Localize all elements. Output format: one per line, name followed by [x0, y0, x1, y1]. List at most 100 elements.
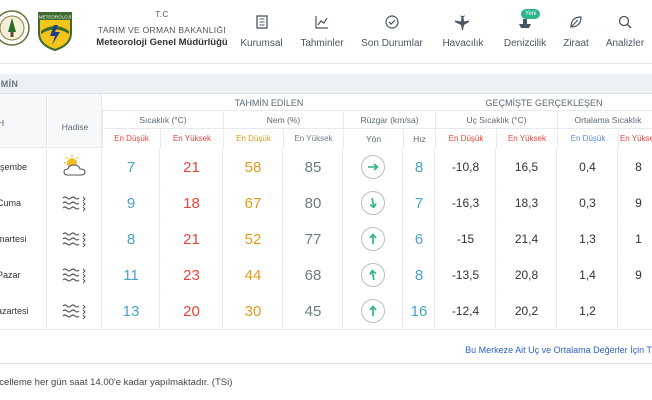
- cell-speed: 6: [404, 221, 435, 257]
- cell-speed: 7: [404, 185, 435, 221]
- mgm-logo[interactable]: METEOROLOJİ: [37, 11, 73, 51]
- day-name: Pazar: [0, 257, 47, 293]
- cell-tmax: 21: [161, 149, 223, 185]
- section-bar: HMİN: [0, 74, 652, 94]
- footer-note: ncelleme her gün saat 14.00'e kadar yapı…: [0, 377, 233, 388]
- value-amax: 8: [635, 160, 642, 174]
- cell-hmax: 85: [284, 149, 343, 185]
- nav-denizcilik[interactable]: Yeni Denizcilik: [495, 0, 555, 64]
- cell-tmax: 21: [161, 221, 223, 257]
- mgm-logo-text: METEOROLOJİ: [39, 14, 71, 20]
- wind-direction: [344, 185, 403, 221]
- brand-block[interactable]: T.C TARIM VE ORMAN BAKANLIĞI Meteoroloji…: [82, 10, 242, 48]
- cell-amin: 0,3: [558, 185, 618, 221]
- cell-hmin: 44: [224, 257, 283, 293]
- value-speed: 16: [410, 302, 428, 320]
- chart-icon: [315, 16, 328, 29]
- value-omax: 21,4: [514, 232, 539, 246]
- value-amax: 9: [635, 268, 642, 282]
- cell-amin: 0,4: [558, 149, 618, 185]
- value-hmax: 68: [304, 266, 322, 284]
- wind-arrow-icon: [361, 191, 385, 215]
- nav-kurumsal[interactable]: Kurumsal: [232, 0, 291, 64]
- wind-direction: [344, 257, 403, 293]
- cell-tmax: 23: [161, 257, 223, 293]
- cell-hmax: 45: [284, 293, 343, 329]
- value-amin: 1,4: [579, 268, 596, 282]
- cell-hmin: 52: [224, 221, 283, 257]
- value-hmax: 77: [304, 230, 322, 248]
- value-hmin: 58: [244, 158, 262, 176]
- site-header: METEOROLOJİ T.C TARIM VE ORMAN BAKANLIĞI…: [0, 0, 652, 64]
- value-hmax: 80: [304, 194, 322, 212]
- value-hmin: 30: [244, 302, 262, 320]
- day-name: Cuma: [0, 185, 47, 221]
- value-amin: 0,3: [579, 196, 596, 210]
- value-amax: 1: [635, 232, 642, 246]
- cell-omin: -13,5: [436, 257, 496, 293]
- cell-amin: 1,4: [558, 257, 618, 293]
- value-tmin: 8: [126, 230, 136, 248]
- cell-hmin: 58: [224, 149, 283, 185]
- value-omin: -12,4: [451, 304, 480, 318]
- brand-ministry: TARIM VE ORMAN BAKANLIĞI: [98, 25, 226, 35]
- nav-havacilik[interactable]: Havacılık: [431, 0, 495, 64]
- nav-ziraat[interactable]: Ziraat: [555, 0, 597, 64]
- ministry-logo[interactable]: [0, 8, 30, 52]
- value-tmax: 21: [183, 230, 200, 248]
- value-omin: -15: [456, 232, 475, 246]
- value-hmax: 85: [304, 158, 322, 176]
- cell-tmax: 18: [161, 185, 223, 221]
- ship-icon: [519, 19, 531, 28]
- nav-label: Tahminler: [300, 38, 344, 49]
- brand-org: Meteoroloji Genel Müdürlüğü: [96, 37, 228, 48]
- sub-ort-max: En Yüksek: [619, 134, 652, 143]
- value-amin: 1,3: [579, 232, 596, 246]
- wind-arrow-icon: [361, 263, 385, 287]
- fog-icon: [48, 257, 102, 293]
- value-omax: 20,8: [514, 268, 539, 282]
- cell-amax: [619, 293, 652, 329]
- leaf-icon: [570, 16, 582, 28]
- cell-speed: 8: [404, 257, 435, 293]
- sub-sicaklik-min: En Düşük: [114, 134, 149, 143]
- nav-tahminler[interactable]: Tahminler: [291, 0, 353, 64]
- nav-analizler[interactable]: Analizler: [597, 0, 652, 64]
- value-tmin: 11: [123, 266, 139, 284]
- cell-omax: 20,2: [497, 293, 557, 329]
- brand-tc: T.C: [155, 10, 169, 19]
- nav-son-durumlar[interactable]: Son Durumlar: [353, 0, 431, 64]
- cell-omax: 20,8: [497, 257, 557, 293]
- col-day-header: H: [0, 94, 47, 148]
- fog-icon: [48, 221, 102, 257]
- day-name: martesi: [0, 221, 47, 257]
- sub-nem-max: En Yüksek: [294, 134, 333, 143]
- cell-omin: -12,4: [436, 293, 496, 329]
- cell-omax: 16,5: [497, 149, 557, 185]
- cell-tmin: 13: [103, 293, 160, 329]
- col-nem-label: Nem (%): [266, 115, 301, 125]
- nav-label: Analizler: [605, 38, 645, 49]
- value-tmin: 7: [126, 158, 136, 176]
- value-tmax: 18: [183, 194, 200, 212]
- value-hmax: 45: [304, 302, 322, 320]
- cell-amax: 9: [619, 257, 652, 293]
- cell-speed: 16: [404, 293, 435, 329]
- building-icon: [255, 15, 268, 29]
- value-amin: 0,4: [579, 160, 596, 174]
- value-hmin: 44: [244, 266, 262, 284]
- cell-speed: 8: [404, 149, 435, 185]
- day-name: azartesi: [0, 293, 47, 329]
- cell-amax: 8: [619, 149, 652, 185]
- col-uc-sicaklik-label: Uç Sıcaklık (°C): [466, 115, 527, 125]
- value-omin: -10,8: [451, 160, 480, 174]
- footer-link[interactable]: Bu Merkeze Ait Uç ve Ortalama Değerler İ…: [465, 345, 652, 355]
- value-tmin: 9: [126, 194, 136, 212]
- day-name: rşembe: [0, 149, 47, 185]
- nav-label: Kurumsal: [240, 38, 283, 49]
- sub-uc-min: En Düşük: [448, 134, 484, 143]
- cell-amin: 1,3: [558, 221, 618, 257]
- value-tmax: 23: [183, 266, 200, 284]
- value-speed: 8: [414, 158, 424, 176]
- value-hmin: 67: [244, 194, 262, 212]
